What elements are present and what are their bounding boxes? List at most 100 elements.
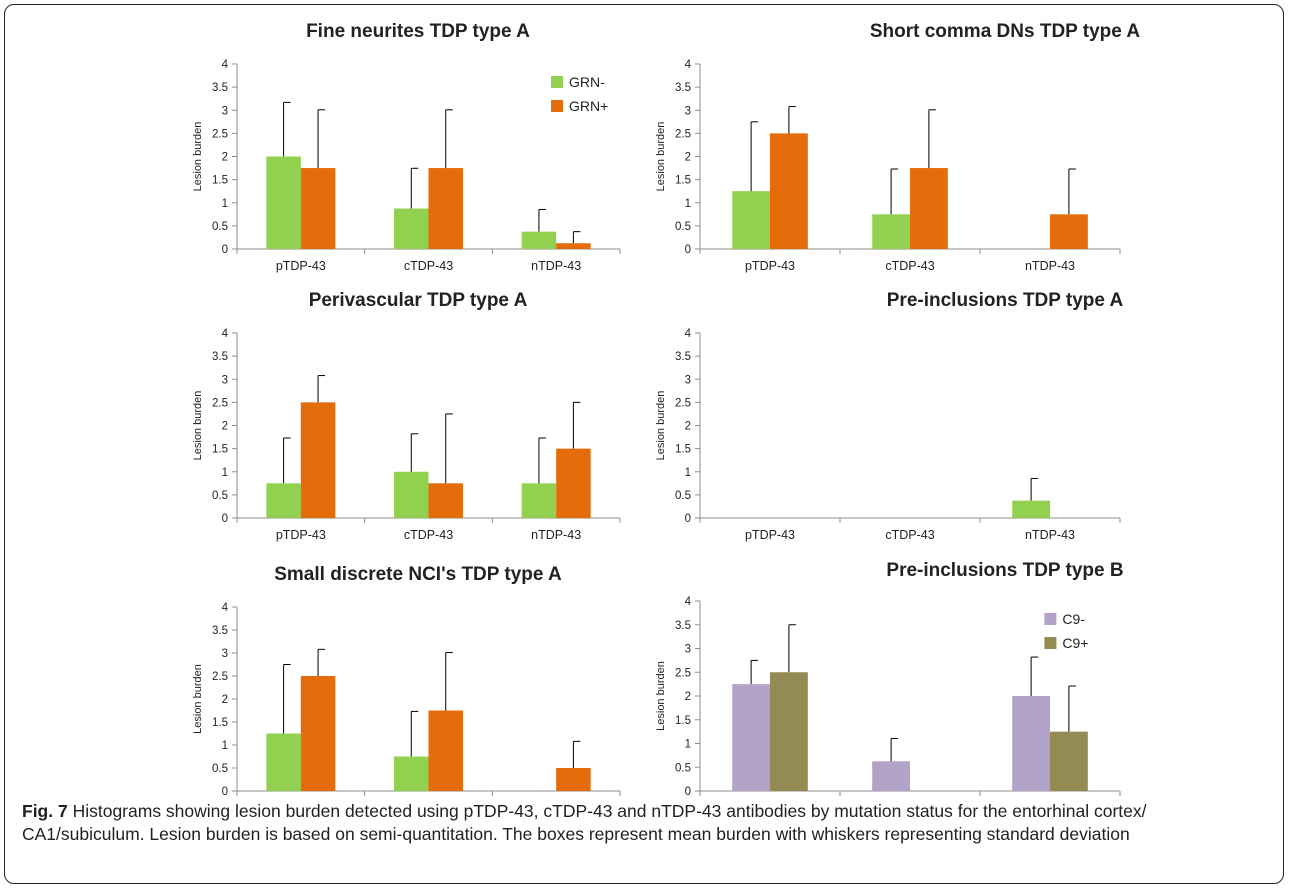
- legend-label: C9-: [1062, 611, 1085, 627]
- y-tick-label: 2.5: [212, 128, 228, 140]
- y-tick-label: 2: [685, 152, 691, 164]
- y-tick-label: 1.5: [212, 444, 228, 456]
- caption-label: Fig. 7: [22, 801, 68, 821]
- chart-panel-2: Short comma DNs TDP type A Lesion burden 0…: [655, 21, 1140, 273]
- y-tick-label: 3: [222, 374, 228, 386]
- bar: [1050, 731, 1088, 791]
- chart-panel-5: Small discrete NCI's TDP type A Lesion bu…: [192, 564, 621, 798]
- bar: [521, 231, 557, 249]
- bar: [770, 133, 808, 249]
- x-tick-label: pTDP-43: [745, 528, 795, 542]
- y-tick-label: 4: [685, 59, 692, 71]
- chart-title: Pre-inclusions TDP type A: [887, 290, 1124, 311]
- bar: [732, 684, 770, 791]
- bar: [300, 402, 336, 518]
- bar: [266, 733, 301, 791]
- figure-frame: [4, 4, 1284, 884]
- y-tick-label: 4: [685, 328, 692, 340]
- bar: [394, 756, 429, 791]
- y-tick-label: 2: [222, 694, 228, 706]
- bar: [1050, 214, 1088, 249]
- bar: [300, 676, 336, 791]
- y-tick-label: 0.5: [675, 490, 691, 502]
- y-tick-label: 0.5: [675, 762, 691, 774]
- y-tick-label: 4: [222, 328, 229, 340]
- y-tick-label: 1: [685, 739, 691, 751]
- legend-label: GRN-: [569, 74, 605, 90]
- legend-label: GRN+: [569, 98, 608, 114]
- y-tick-label: 2.5: [675, 667, 691, 679]
- bar: [428, 710, 463, 791]
- y-tick-label: 2: [685, 691, 691, 703]
- y-tick-label: 1.5: [212, 175, 228, 187]
- y-tick-label: 1.5: [675, 444, 691, 456]
- bar: [266, 156, 301, 249]
- bar: [300, 168, 336, 249]
- y-tick-label: 0: [685, 786, 691, 798]
- y-axis-label: Lesion burden: [192, 122, 204, 192]
- y-tick-label: 1: [222, 467, 228, 479]
- y-axis-label: Lesion burden: [655, 661, 667, 731]
- y-tick-label: 2.5: [212, 397, 228, 409]
- chart-panel-6: Pre-inclusions TDP type B Lesion burden 0 0…: [655, 560, 1124, 798]
- y-tick-label: 3.5: [212, 82, 228, 94]
- y-axis-label: Lesion burden: [192, 664, 204, 734]
- y-tick-label: 3: [222, 105, 228, 117]
- x-tick-label: pTDP-43: [745, 259, 795, 273]
- y-tick-label: 0.5: [212, 490, 228, 502]
- y-tick-label: 1: [222, 198, 228, 210]
- figure-charts: Fine neurites TDP type A Lesion burden 0 0.…: [192, 21, 1140, 798]
- bar: [266, 483, 301, 518]
- chart-panel-3: Perivascular TDP type A Lesion burden 0 0.5…: [192, 290, 621, 542]
- bar: [556, 243, 591, 249]
- y-tick-label: 3.5: [675, 351, 691, 363]
- x-tick-label: nTDP-43: [1025, 259, 1075, 273]
- x-tick-label: pTDP-43: [276, 528, 326, 542]
- y-tick-label: 1: [685, 467, 691, 479]
- bar: [1012, 696, 1050, 791]
- y-axis-label: Lesion burden: [655, 122, 667, 192]
- y-tick-label: 3: [222, 648, 228, 660]
- y-tick-label: 0.5: [675, 221, 691, 233]
- y-tick-label: 0: [222, 786, 228, 798]
- y-tick-label: 0.5: [212, 221, 228, 233]
- bar: [394, 471, 429, 518]
- y-tick-label: 4: [222, 59, 229, 71]
- chart-title: Short comma DNs TDP type A: [870, 21, 1141, 42]
- y-tick-label: 3.5: [212, 625, 228, 637]
- legend-label: C9+: [1062, 635, 1088, 651]
- y-tick-label: 1.5: [675, 715, 691, 727]
- y-tick-label: 3: [685, 105, 691, 117]
- chart-panel-1: Fine neurites TDP type A Lesion burden 0 0.…: [192, 21, 621, 273]
- y-tick-label: 2: [685, 421, 691, 433]
- x-tick-label: cTDP-43: [885, 259, 934, 273]
- bar: [428, 483, 463, 518]
- bar: [556, 448, 591, 518]
- bar: [428, 168, 463, 249]
- y-axis-label: Lesion burden: [655, 391, 667, 461]
- y-tick-label: 0: [222, 513, 228, 525]
- x-tick-label: nTDP-43: [531, 528, 581, 542]
- legend-swatch: [551, 100, 564, 112]
- y-tick-label: 3.5: [212, 351, 228, 363]
- bar: [732, 191, 770, 249]
- y-tick-label: 0: [222, 244, 228, 256]
- chart-title: Fine neurites TDP type A: [306, 21, 530, 42]
- chart-title: Pre-inclusions TDP type B: [886, 560, 1123, 581]
- legend-swatch: [1044, 637, 1057, 649]
- bar: [872, 761, 910, 791]
- y-tick-label: 2: [222, 421, 228, 433]
- bar: [556, 768, 591, 791]
- bar: [770, 672, 808, 791]
- x-tick-label: cTDP-43: [404, 528, 453, 542]
- x-tick-label: nTDP-43: [1025, 528, 1075, 542]
- y-tick-label: 2.5: [212, 671, 228, 683]
- chart-panel-4: Pre-inclusions TDP type A Lesion burden 0 0…: [655, 290, 1124, 542]
- y-tick-label: 3: [685, 644, 691, 656]
- bar: [910, 168, 948, 249]
- y-tick-label: 1.5: [212, 717, 228, 729]
- y-tick-label: 1: [222, 740, 228, 752]
- y-tick-label: 3.5: [675, 82, 691, 94]
- bar: [872, 214, 910, 249]
- y-tick-label: 0: [685, 244, 691, 256]
